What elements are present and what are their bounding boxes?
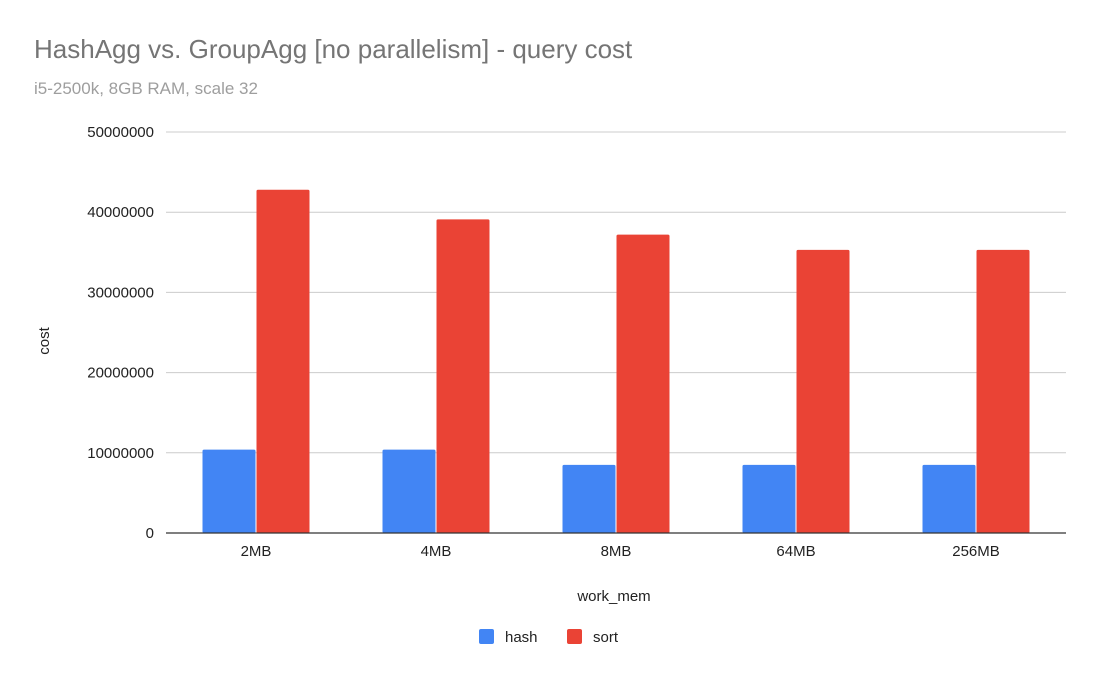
x-axis-title: work_mem — [576, 588, 650, 605]
bar-hash-4MB — [382, 449, 436, 533]
legend-swatch-sort — [567, 629, 582, 644]
bars — [202, 189, 1030, 534]
legend-label-sort: sort — [593, 629, 619, 646]
legend: hash sort — [479, 629, 619, 646]
bar-sort-256MB — [976, 249, 1030, 534]
bar-hash-64MB — [742, 464, 796, 533]
y-tick-labels: 0 10000000 20000000 30000000 40000000 5000000… — [87, 124, 154, 542]
x-tick-label: 4MB — [421, 543, 452, 560]
y-tick-label: 10000000 — [87, 445, 154, 462]
chart-subtitle: i5-2500k, 8GB RAM, scale 32 — [34, 79, 258, 98]
y-tick-label: 40000000 — [87, 204, 154, 221]
bar-sort-4MB — [436, 219, 490, 533]
gridlines — [166, 131, 1066, 454]
x-tick-label: 2MB — [241, 543, 272, 560]
bar-hash-8MB — [562, 464, 616, 533]
bar-hash-2MB — [202, 449, 256, 533]
legend-swatch-hash — [479, 629, 494, 644]
x-tick-labels: 2MB 4MB 8MB 64MB 256MB — [241, 543, 1000, 560]
chart-title: HashAgg vs. GroupAgg [no parallelism] - … — [34, 34, 633, 64]
y-tick-label: 50000000 — [87, 124, 154, 141]
x-tick-label: 8MB — [601, 543, 632, 560]
y-tick-label: 0 — [146, 525, 154, 542]
bar-sort-64MB — [796, 249, 850, 534]
y-axis-title: cost — [36, 326, 53, 354]
bar-hash-256MB — [922, 464, 976, 533]
legend-label-hash: hash — [505, 629, 538, 646]
x-tick-label: 64MB — [776, 543, 815, 560]
x-tick-label: 256MB — [952, 543, 1000, 560]
y-tick-label: 20000000 — [87, 365, 154, 382]
bar-sort-2MB — [256, 189, 310, 533]
y-tick-label: 30000000 — [87, 284, 154, 301]
bar-sort-8MB — [616, 234, 670, 533]
